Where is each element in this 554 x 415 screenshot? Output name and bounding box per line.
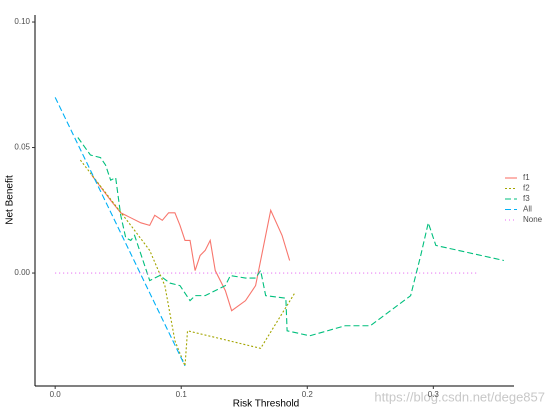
series-line: [54, 97, 186, 367]
y-tick-label: 0.10: [14, 17, 30, 26]
legend-label: None: [523, 215, 543, 224]
x-tick-label: 0.1: [176, 390, 188, 399]
y-tick-label: 0.00: [14, 268, 30, 277]
series-line: [79, 159, 296, 367]
legend-label: f3: [523, 194, 530, 203]
series-line: [91, 174, 291, 312]
legend-label: f2: [523, 184, 530, 193]
x-tick-label: 0.2: [302, 390, 314, 399]
y-axis-title: Net Benefit: [5, 175, 16, 225]
y-tick-label: 0.05: [14, 143, 30, 152]
x-tick-label: 0.0: [50, 390, 62, 399]
series-line: [77, 137, 505, 337]
x-axis-title: Risk Threshold: [233, 399, 300, 410]
legend-label: All: [523, 205, 532, 214]
x-tick-label: 0.3: [428, 390, 440, 399]
watermark: https://blog.csdn.net/dege857: [374, 389, 545, 404]
legend-label: f1: [523, 173, 530, 182]
